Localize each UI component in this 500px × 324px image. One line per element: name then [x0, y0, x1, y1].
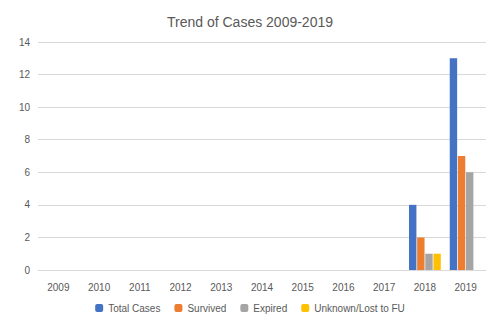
svg-text:2011: 2011 — [129, 282, 151, 293]
svg-text:2012: 2012 — [169, 282, 192, 293]
svg-text:Survived: Survived — [187, 303, 226, 314]
svg-text:10: 10 — [19, 102, 31, 113]
svg-text:2014: 2014 — [251, 282, 274, 293]
svg-text:Unknown/Lost to FU: Unknown/Lost to FU — [314, 303, 405, 314]
svg-text:2009: 2009 — [47, 282, 70, 293]
svg-text:2017: 2017 — [373, 282, 396, 293]
svg-text:2015: 2015 — [292, 282, 315, 293]
svg-text:2010: 2010 — [88, 282, 111, 293]
svg-text:8: 8 — [24, 134, 30, 145]
svg-text:Expired: Expired — [253, 303, 287, 314]
svg-text:6: 6 — [24, 167, 30, 178]
svg-text:Total Cases: Total Cases — [108, 303, 160, 314]
svg-text:2018: 2018 — [414, 282, 437, 293]
svg-text:12: 12 — [19, 69, 31, 80]
svg-text:2: 2 — [24, 232, 30, 243]
svg-text:4: 4 — [24, 199, 30, 210]
svg-text:Trend of Cases 2009-2019: Trend of Cases 2009-2019 — [167, 14, 333, 30]
svg-text:0: 0 — [24, 265, 30, 276]
svg-text:2013: 2013 — [210, 282, 233, 293]
svg-text:14: 14 — [19, 37, 31, 48]
svg-text:2016: 2016 — [332, 282, 355, 293]
svg-text:2019: 2019 — [455, 282, 478, 293]
